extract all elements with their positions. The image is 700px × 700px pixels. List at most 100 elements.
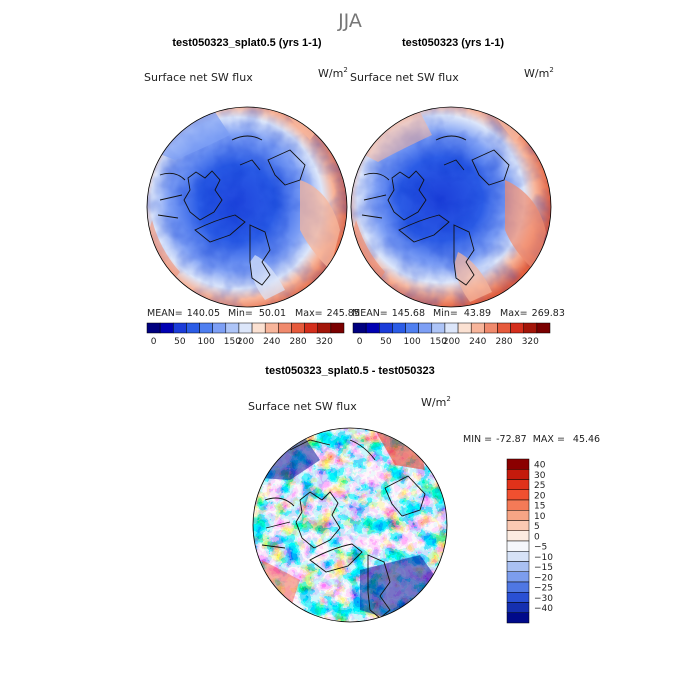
colorbar-swatch <box>238 322 253 334</box>
colorbar-swatch <box>506 540 530 552</box>
colorbar-swatch <box>506 479 530 490</box>
colorbar-swatch <box>497 322 511 334</box>
colorbar-swatch <box>159 322 174 334</box>
colorbar-swatch <box>506 510 530 521</box>
panel-a-units: W/m2 <box>318 66 348 80</box>
colorbar-swatch <box>330 322 345 334</box>
colorbar-swatch <box>506 581 530 593</box>
colorbar-label: 320 <box>522 337 539 347</box>
colorbar-label: 30 <box>534 471 546 481</box>
colorbar-swatch <box>365 322 380 334</box>
panel-c-title: test050323_splat0.5 - test050323 <box>265 365 434 377</box>
panel-model-a: test050323_splat0.5 (yrs 1-1) Surface ne… <box>144 37 360 347</box>
colorbar-swatch <box>212 322 227 334</box>
colorbar-swatch <box>278 322 292 334</box>
colorbar-label: 0 <box>357 337 363 347</box>
colorbar-swatch <box>506 571 530 583</box>
colorbar-swatch <box>506 592 530 603</box>
colorbar-swatch <box>470 322 485 334</box>
colorbar-swatch <box>264 322 279 334</box>
colorbar-swatch <box>186 322 200 334</box>
colorbar-swatch <box>523 322 538 334</box>
colorbar-label: 50 <box>174 337 186 347</box>
panel-c-variable: Surface net SW flux <box>248 400 357 413</box>
colorbar-swatch <box>379 322 393 334</box>
panel-c-stats: MIN = -72.87 MAX = 45.46 <box>463 434 600 445</box>
panel-difference: test050323_splat0.5 - test050323 Surface… <box>248 365 600 624</box>
colorbar-swatch <box>146 322 161 334</box>
colorbar-label: 20 <box>534 491 546 501</box>
colorbar-label: −30 <box>534 594 553 604</box>
colorbar-label: 280 <box>289 337 306 347</box>
colorbar-swatch <box>506 561 530 572</box>
colorbar-swatch <box>506 602 530 613</box>
colorbar-swatch <box>199 322 213 334</box>
panel-a-variable: Surface net SW flux <box>144 71 253 84</box>
colorbar-label: 100 <box>198 337 215 347</box>
colorbar-label: 100 <box>404 337 421 347</box>
colorbar-swatch <box>444 322 459 334</box>
colorbar-swatch <box>304 322 318 334</box>
colorbar-label: −5 <box>534 543 547 553</box>
colorbar-label: 200 <box>443 337 460 347</box>
colorbar-label: 50 <box>380 337 392 347</box>
panel-c-coastlines <box>261 439 426 619</box>
panel-a-title: test050323_splat0.5 (yrs 1-1) <box>172 37 322 49</box>
colorbar-swatch <box>352 322 367 334</box>
colorbar-swatch <box>506 530 530 542</box>
colorbar-swatch <box>173 322 187 334</box>
panel-a-stats: MEAN= 140.05 Min= 50.01 Max= 245.85 <box>147 308 360 319</box>
colorbar-label: 40 <box>534 461 546 471</box>
panel-b-map <box>351 107 551 307</box>
colorbar-swatch <box>317 322 332 334</box>
colorbar-label: −25 <box>534 584 553 594</box>
colorbar-label: −15 <box>534 563 553 573</box>
colorbar-swatch <box>536 322 551 334</box>
colorbar-label: 320 <box>316 337 333 347</box>
colorbar-swatch <box>506 469 530 480</box>
colorbar-label: 240 <box>263 337 280 347</box>
colorbar-label: 150 <box>224 337 241 347</box>
colorbar-swatch <box>431 322 446 334</box>
panel-b-variable: Surface net SW flux <box>350 71 459 84</box>
colorbar-swatch <box>510 322 524 334</box>
panel-b-title: test050323 (yrs 1-1) <box>402 37 504 49</box>
colorbar-swatch <box>418 322 433 334</box>
panel-model-b: test050323 (yrs 1-1) Surface net SW flux… <box>350 37 565 347</box>
colorbar-label: −20 <box>534 573 553 583</box>
panel-b-units: W/m2 <box>524 66 554 80</box>
colorbar-swatch <box>225 322 240 334</box>
colorbar-label: 25 <box>534 481 545 491</box>
colorbar-label: −10 <box>534 553 553 563</box>
colorbar-label: 15 <box>534 502 545 512</box>
colorbar-swatch <box>506 489 530 501</box>
colorbar-swatch <box>506 612 530 624</box>
panel-c-map <box>253 428 447 622</box>
panel-c-units: W/m2 <box>421 395 451 409</box>
colorbar-label: 200 <box>237 337 254 347</box>
colorbar-label: 240 <box>469 337 486 347</box>
colorbar-label: 5 <box>534 522 540 532</box>
colorbar-swatch <box>484 322 498 334</box>
panel-b-stats: MEAN= 145.68 Min= 43.89 Max= 269.83 <box>352 308 565 319</box>
page-title: JJA <box>337 10 362 32</box>
panel-b-coastlines <box>361 135 510 286</box>
colorbar-label: 0 <box>151 337 157 347</box>
colorbar-label: 150 <box>430 337 447 347</box>
colorbar-label: 10 <box>534 512 546 522</box>
colorbar-label: 280 <box>495 337 512 347</box>
colorbar-label: 0 <box>534 532 540 542</box>
colorbar-swatch <box>251 322 266 334</box>
panel-a-map <box>147 107 347 307</box>
colorbar-swatch <box>506 520 530 531</box>
colorbar-swatch <box>506 499 530 511</box>
panel-a-coastlines <box>157 135 306 286</box>
colorbar-swatch <box>506 551 530 562</box>
colorbar-label: −40 <box>534 604 553 614</box>
colorbar-swatch <box>392 322 406 334</box>
colorbar-swatch <box>506 458 530 470</box>
colorbar-swatch <box>457 322 472 334</box>
